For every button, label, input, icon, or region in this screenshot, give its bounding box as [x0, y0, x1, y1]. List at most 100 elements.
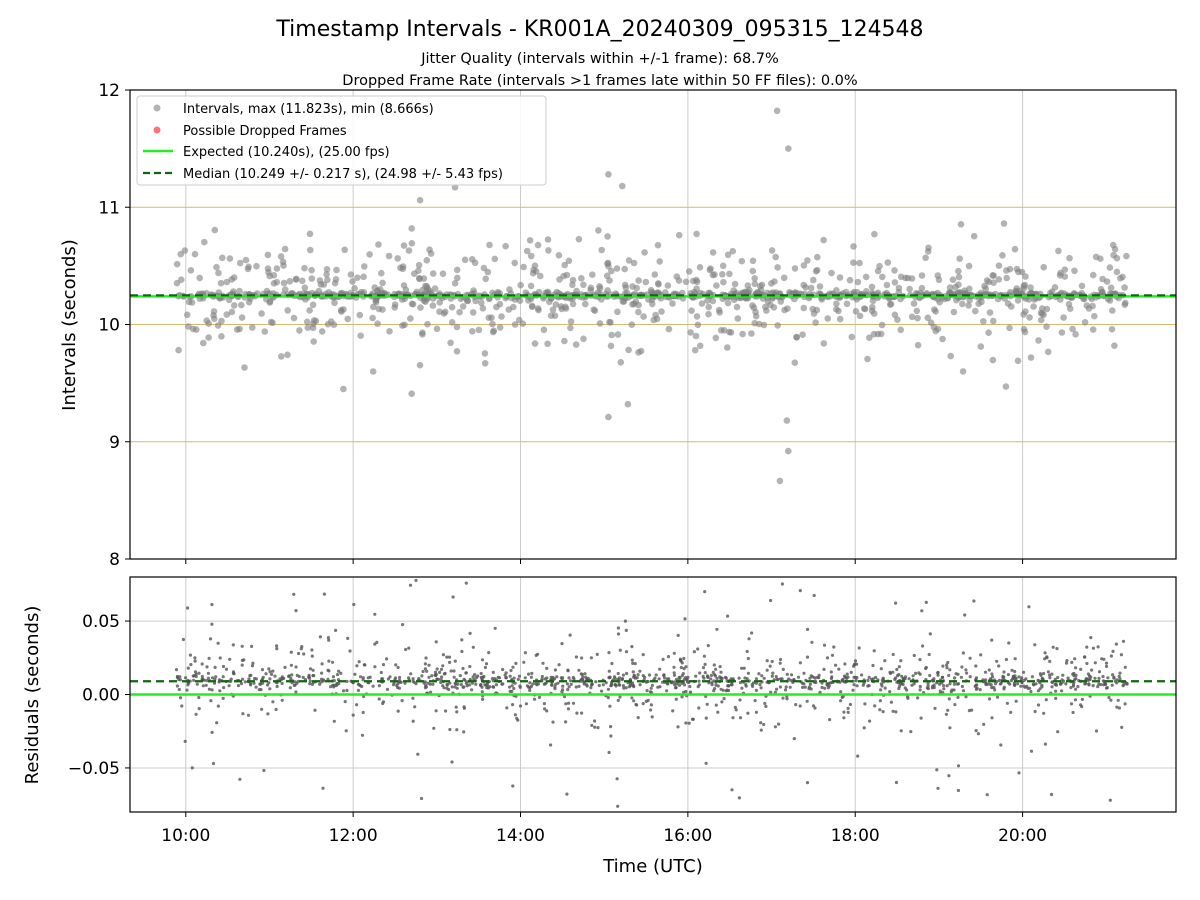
residual-point — [480, 690, 484, 694]
residual-point — [744, 684, 748, 688]
interval-point — [399, 263, 407, 270]
residual-point — [764, 704, 768, 709]
residual-point — [439, 680, 443, 685]
interval-point — [848, 333, 856, 341]
interval-point-extreme-9 — [416, 196, 424, 204]
residual-point — [1006, 673, 1011, 677]
residual-point — [407, 676, 411, 680]
residual-point — [623, 619, 628, 623]
residual-point — [770, 659, 774, 664]
residual-point — [327, 638, 331, 642]
interval-point-extreme-6 — [605, 413, 612, 421]
residual-point — [861, 683, 865, 687]
residual-point — [252, 681, 256, 685]
interval-point — [675, 277, 683, 284]
residual-point — [671, 709, 675, 713]
residual-point — [430, 674, 434, 678]
interval-point — [1109, 307, 1116, 314]
interval-point — [1111, 342, 1118, 350]
interval-point — [617, 359, 625, 366]
residual-point — [676, 725, 680, 729]
residual-point — [991, 675, 995, 679]
interval-point — [481, 360, 489, 367]
x-tick-label-3: 16:00 — [663, 826, 712, 846]
residual-point — [733, 705, 737, 709]
residual-point — [518, 704, 523, 708]
interval-point — [833, 306, 840, 313]
residual-point — [1097, 670, 1102, 674]
interval-point — [361, 263, 368, 270]
residual-point — [746, 656, 750, 661]
residual-point — [703, 590, 707, 594]
residual-point — [946, 660, 950, 665]
residual-point — [510, 703, 515, 707]
interval-point — [394, 255, 402, 262]
residual-point — [713, 687, 717, 691]
interval-point — [717, 327, 725, 334]
residual-point — [607, 669, 611, 673]
interval-point — [408, 240, 416, 247]
residual-point — [714, 703, 718, 707]
interval-point — [724, 299, 732, 307]
residual-point — [853, 659, 858, 663]
legend-entry-label-3: Median (10.249 +/- 0.217 s), (24.98 +/- … — [183, 167, 503, 182]
residual-point — [307, 676, 312, 680]
interval-point — [280, 279, 288, 287]
interval-point — [914, 314, 921, 322]
residual-point — [434, 640, 438, 644]
residual-point — [508, 674, 512, 678]
residual-point — [718, 665, 722, 669]
residual-point — [227, 684, 231, 688]
residual-point — [356, 682, 360, 686]
residual-point — [1112, 676, 1116, 680]
residual-point — [952, 682, 957, 686]
residual-point — [1066, 676, 1070, 680]
residual-point — [607, 651, 611, 655]
x-axis-label: Time (UTC) — [602, 856, 703, 877]
residual-point — [423, 667, 427, 671]
residual-point — [1054, 689, 1058, 693]
residual-point — [842, 674, 847, 678]
interval-point — [587, 286, 594, 294]
interval-point — [1037, 316, 1045, 324]
interval-point — [908, 313, 916, 321]
interval-point — [523, 247, 531, 255]
interval-point — [331, 299, 338, 307]
residual-point — [727, 688, 731, 693]
residual-point — [267, 667, 271, 671]
residual-point — [840, 678, 844, 682]
residual-point — [528, 681, 532, 685]
interval-point — [205, 320, 212, 327]
interval-point — [927, 319, 935, 327]
interval-point — [959, 300, 966, 308]
interval-point — [665, 325, 673, 333]
residual-point — [1022, 684, 1026, 688]
residual-point — [692, 650, 697, 654]
residual-point — [297, 651, 301, 656]
interval-point — [864, 355, 871, 363]
residual-point — [289, 650, 293, 654]
residual-point — [947, 774, 951, 778]
interval-point — [812, 267, 820, 275]
interval-point — [303, 318, 311, 326]
interval-point — [1121, 284, 1128, 291]
residual-point — [845, 672, 849, 676]
residual-point — [624, 686, 628, 690]
residual-point — [713, 673, 717, 677]
interval-point — [236, 325, 243, 333]
interval-point — [424, 320, 431, 328]
residual-point — [999, 681, 1003, 685]
residual-point — [657, 677, 661, 681]
residual-point — [381, 701, 385, 706]
residual-point — [1060, 689, 1064, 693]
residual-point — [826, 686, 831, 690]
residual-point — [411, 679, 415, 683]
residual-point — [740, 686, 744, 690]
residual-point — [1114, 642, 1118, 646]
interval-point — [469, 328, 476, 335]
interval-point — [861, 305, 869, 313]
residual-point — [759, 728, 763, 732]
residual-point — [200, 662, 204, 666]
residual-point — [332, 719, 336, 723]
interval-point — [1006, 265, 1014, 273]
